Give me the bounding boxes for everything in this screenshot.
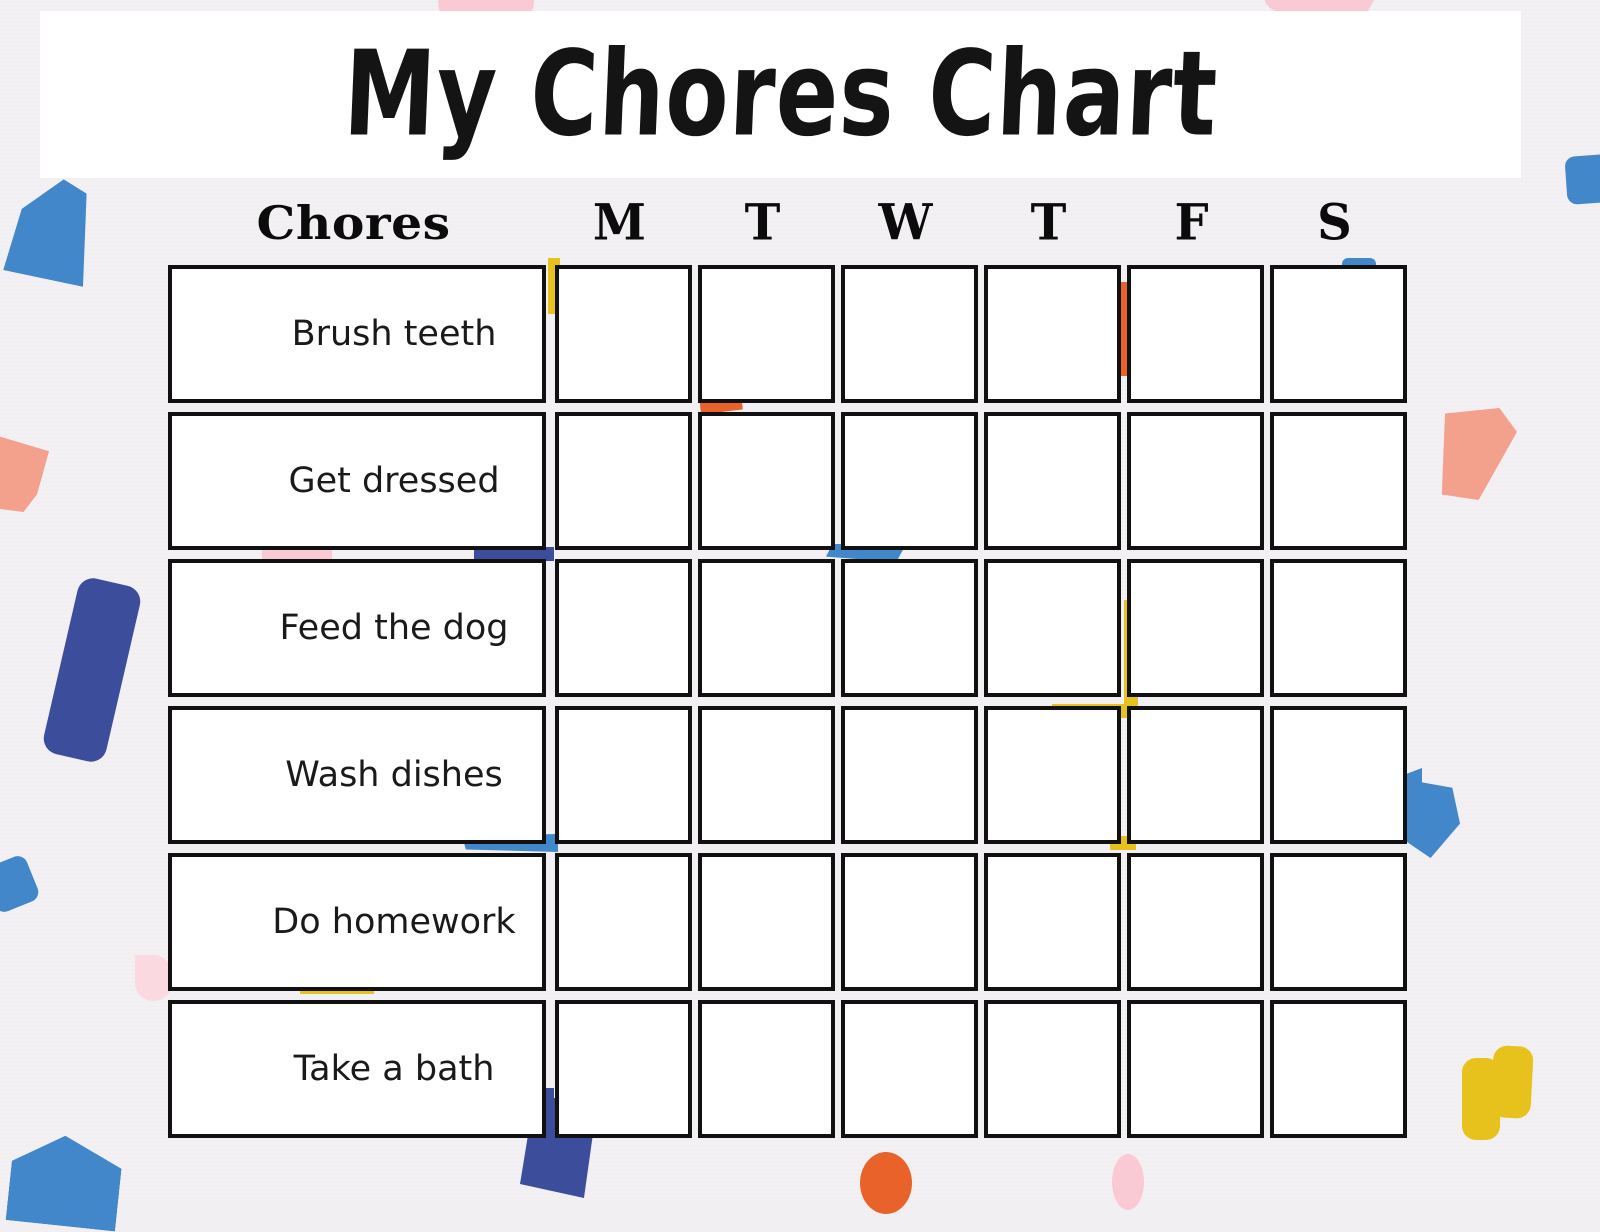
chore-row: Do homework (168, 853, 1407, 991)
orange-oval-bottom-decoration (860, 1152, 912, 1214)
chore-checkbox-cell[interactable] (984, 853, 1121, 991)
blue-chip-left-lower-decoration (0, 853, 42, 915)
chore-checkbox-cell[interactable] (555, 706, 692, 844)
chore-checkbox-cell[interactable] (1127, 265, 1264, 403)
chore-label-cell: Get dressed (168, 412, 546, 550)
chore-row: Feed the dog (168, 559, 1407, 697)
chore-row: Get dressed (168, 412, 1407, 550)
table-header-row: Chores M T W T F S (168, 192, 1406, 254)
chore-checkbox-cell[interactable] (1270, 706, 1407, 844)
chores-grid: Brush teeth Get dressed Feed the dog (168, 265, 1407, 1138)
pink-oval-bottom-decoration (1112, 1154, 1144, 1210)
chore-label: Do homework (272, 902, 516, 942)
chore-checkbox-cell[interactable] (698, 706, 835, 844)
chore-checkbox-cell[interactable] (1270, 265, 1407, 403)
chore-checkbox-cell[interactable] (1270, 559, 1407, 697)
blue-triangle-top-left-decoration (0, 179, 90, 290)
chore-checkbox-cell[interactable] (555, 1000, 692, 1138)
chore-checkbox-cell[interactable] (984, 706, 1121, 844)
day-header-label: T (744, 193, 781, 253)
pink-blob-left-lower-decoration (135, 955, 173, 1001)
chore-label-cell: Take a bath (168, 1000, 546, 1138)
chore-checkbox-cell[interactable] (698, 265, 835, 403)
yellow-bar-bottom-right-decoration (1462, 1058, 1500, 1140)
chore-label: Get dressed (288, 461, 500, 501)
chore-checkbox-cell[interactable] (555, 265, 692, 403)
chores-header-label: Chores (256, 196, 452, 250)
chore-checkbox-cell[interactable] (1127, 706, 1264, 844)
chore-checkbox-cell[interactable] (984, 559, 1121, 697)
chore-checkbox-cell[interactable] (1270, 1000, 1407, 1138)
chore-checkbox-cell[interactable] (1270, 853, 1407, 991)
chore-checkbox-cell[interactable] (1127, 412, 1264, 550)
salmon-blob-right-decoration (1441, 408, 1517, 500)
day-header-label: M (592, 193, 647, 253)
salmon-blob-left-decoration (0, 432, 49, 512)
title-banner: My Chores Chart (40, 11, 1521, 178)
day-header-label: F (1174, 193, 1209, 253)
day-column-header-3: W (834, 193, 977, 253)
chore-label: Brush teeth (291, 314, 497, 354)
day-column-header-2: T (691, 193, 834, 253)
chore-checkbox-cell[interactable] (984, 412, 1121, 550)
chore-label: Wash dishes (285, 755, 503, 795)
page-title: My Chores Chart (340, 25, 1221, 163)
blue-corner-bottom-left-decoration (6, 1130, 125, 1231)
day-column-header-1: M (548, 193, 691, 253)
chore-checkbox-cell[interactable] (1270, 412, 1407, 550)
chore-checkbox-cell[interactable] (841, 853, 978, 991)
chore-checkbox-cell[interactable] (1127, 1000, 1264, 1138)
chore-label: Take a bath (293, 1049, 495, 1089)
chore-checkbox-cell[interactable] (841, 706, 978, 844)
chore-checkbox-cell[interactable] (698, 559, 835, 697)
chore-checkbox-cell[interactable] (555, 853, 692, 991)
chore-checkbox-cell[interactable] (841, 559, 978, 697)
chore-label-cell: Feed the dog (168, 559, 546, 697)
chore-label-cell: Wash dishes (168, 706, 546, 844)
chore-checkbox-cell[interactable] (1127, 853, 1264, 991)
chore-checkbox-cell[interactable] (841, 1000, 978, 1138)
navy-bar-left-decoration (40, 575, 144, 765)
chore-label: Feed the dog (279, 608, 509, 648)
chore-checkbox-cell[interactable] (698, 853, 835, 991)
chore-checkbox-cell[interactable] (698, 412, 835, 550)
chore-row: Take a bath (168, 1000, 1407, 1138)
chore-row: Wash dishes (168, 706, 1407, 844)
chore-checkbox-cell[interactable] (555, 412, 692, 550)
chore-row: Brush teeth (168, 265, 1407, 403)
chore-checkbox-cell[interactable] (555, 559, 692, 697)
day-column-header-4: T (977, 193, 1120, 253)
chore-checkbox-cell[interactable] (841, 265, 978, 403)
day-column-header-5: F (1120, 193, 1263, 253)
chores-column-header: Chores (168, 196, 548, 250)
chore-checkbox-cell[interactable] (984, 1000, 1121, 1138)
chore-label-cell: Do homework (168, 853, 546, 991)
day-column-header-6: S (1263, 193, 1406, 253)
chore-label-cell: Brush teeth (168, 265, 546, 403)
day-header-label: S (1317, 193, 1352, 253)
chore-checkbox-cell[interactable] (841, 412, 978, 550)
day-header-label: W (878, 193, 933, 253)
day-header-label: T (1030, 193, 1067, 253)
chores-chart-page: My Chores Chart Chores M T W T F S Brush… (0, 0, 1600, 1200)
chore-checkbox-cell[interactable] (698, 1000, 835, 1138)
navy-streak-row2-decoration (474, 547, 554, 561)
chore-checkbox-cell[interactable] (1127, 559, 1264, 697)
pink-streak-row3-decoration (262, 548, 332, 560)
blue-chip-right-top-decoration (1564, 153, 1600, 205)
chore-checkbox-cell[interactable] (984, 265, 1121, 403)
